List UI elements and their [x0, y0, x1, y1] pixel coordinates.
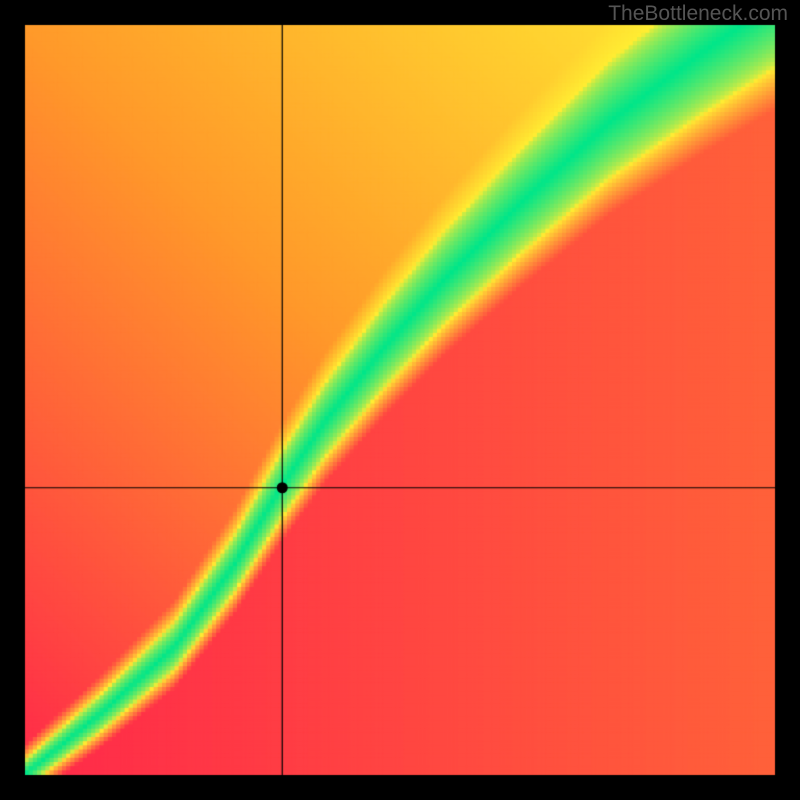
watermark-text: TheBottleneck.com: [608, 2, 788, 26]
bottleneck-heatmap: [0, 0, 800, 800]
chart-container: TheBottleneck.com: [0, 0, 800, 800]
